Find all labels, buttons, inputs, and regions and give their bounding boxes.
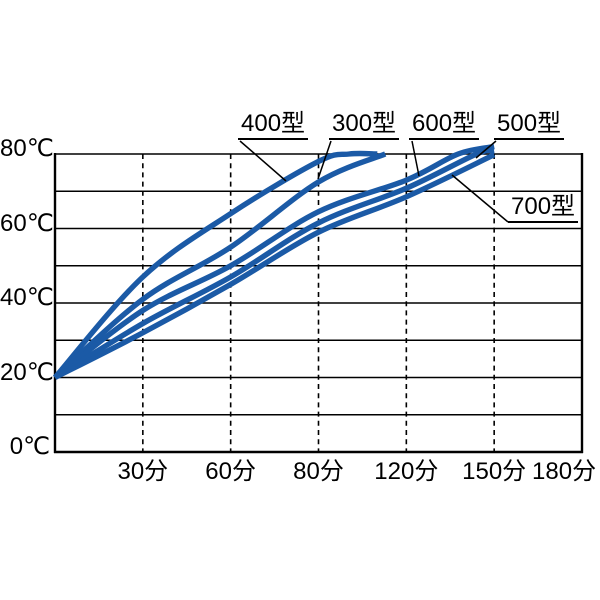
y-tick-label-80: 80℃ (0, 135, 54, 162)
x-tick-label-120: 120分 (374, 458, 439, 485)
y-tick-label-0: 0℃ (9, 433, 50, 460)
series-label-300型: 300型 (329, 111, 400, 140)
leader-line-500型 (475, 140, 497, 159)
annotation-leader-lines (239, 140, 509, 223)
curve-500型 (53, 147, 495, 380)
curve-300型 (53, 151, 387, 380)
curve-700型 (53, 152, 496, 380)
x-tick-label-180: 180分 (532, 458, 597, 485)
series-label-600型: 600型 (409, 111, 480, 140)
gridlines (53, 153, 584, 454)
temperature-curves (52, 143, 496, 380)
curve-400型 (52, 150, 378, 380)
leader-line-600型 (411, 140, 420, 177)
y-tick-label-60: 60℃ (0, 209, 54, 237)
x-tick-label-150: 150分 (462, 458, 527, 485)
x-tick-label-60: 60分 (205, 458, 257, 485)
leader-line-700型 (451, 174, 509, 223)
series-label-500型: 500型 (494, 111, 565, 140)
x-tick-label-80: 80分 (293, 458, 344, 485)
leader-line-400型 (239, 140, 287, 182)
y-tick-label-20: 20℃ (0, 358, 54, 386)
curve-600型 (53, 143, 495, 380)
series-label-400型: 400型 (238, 111, 309, 140)
leader-line-300型 (317, 140, 332, 180)
x-tick-label-30: 30分 (117, 458, 169, 485)
series-label-700型: 700型 (508, 194, 579, 223)
y-tick-label-40: 40℃ (0, 284, 54, 311)
